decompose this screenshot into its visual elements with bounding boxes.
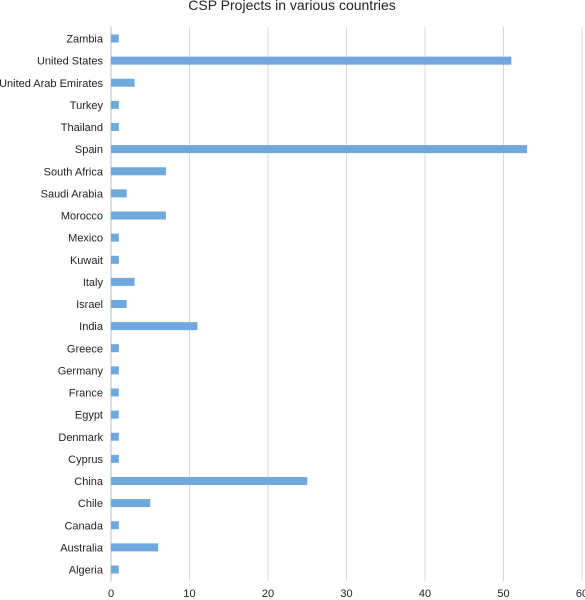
bar-algeria (111, 565, 119, 574)
category-label: Thailand (61, 122, 103, 134)
bar-kuwait (111, 255, 119, 264)
grid-layer (110, 27, 583, 581)
category-label: Greece (67, 343, 103, 355)
category-label: United States (37, 56, 104, 68)
bar-south-africa (111, 167, 166, 176)
x-tick-label: 0 (108, 588, 114, 600)
chart-title: CSP Projects in various countries (188, 0, 396, 13)
category-label: Israel (76, 299, 103, 311)
bar-mexico (111, 233, 119, 242)
category-label: United Arab Emirates (0, 78, 103, 90)
bar-saudi-arabia (111, 189, 127, 198)
bar-thailand (111, 123, 119, 131)
bar-china (111, 477, 308, 485)
category-label: Kuwait (70, 255, 103, 267)
bar-india (111, 322, 198, 331)
category-label: Egypt (75, 410, 103, 422)
x-tick-label: 30 (340, 588, 352, 600)
category-label: Morocco (61, 211, 103, 223)
category-label: Australia (60, 542, 104, 554)
bar-italy (111, 277, 135, 286)
x-tick-label: 20 (262, 588, 274, 600)
bar-united-arab-emirates (111, 78, 135, 87)
bar-denmark (111, 432, 119, 441)
bar-greece (111, 344, 119, 353)
bar-zambia (111, 34, 119, 43)
category-label: Canada (64, 520, 103, 532)
category-label: France (69, 388, 103, 400)
x-tick-label: 10 (183, 588, 195, 600)
bar-turkey (111, 100, 119, 109)
bar-france (111, 388, 119, 397)
x-tick-label: 40 (419, 588, 431, 600)
bar-cyprus (111, 454, 119, 463)
bar-united-states (111, 56, 512, 65)
bars-layer (111, 34, 528, 574)
category-label: Germany (58, 365, 104, 377)
bar-morocco (111, 211, 166, 220)
category-label: Chile (78, 498, 103, 510)
category-label: India (79, 321, 104, 333)
category-label: Spain (75, 144, 103, 156)
category-label: China (74, 476, 104, 488)
category-label: Italy (83, 277, 104, 289)
category-label: Cyprus (68, 454, 103, 466)
category-label: Zambia (66, 34, 104, 46)
category-label: Mexico (68, 233, 103, 245)
bar-germany (111, 366, 119, 375)
category-label: Saudi Arabia (41, 188, 104, 200)
bar-canada (111, 521, 119, 530)
category-label: South Africa (44, 166, 104, 178)
category-label: Denmark (58, 432, 103, 444)
bar-australia (111, 543, 159, 552)
category-label: Algeria (69, 565, 104, 577)
x-tick-label: 60 (576, 588, 585, 600)
category-labels: Zambia United States United Arab Emirates T… (0, 34, 104, 577)
x-tick-labels: 0 10 20 30 40 50 60 (108, 588, 585, 600)
bar-spain (111, 145, 528, 154)
category-label: Turkey (70, 100, 104, 112)
bar-israel (111, 300, 127, 308)
bar-egypt (111, 410, 119, 419)
x-tick-label: 50 (497, 588, 509, 600)
bar-chile (111, 499, 151, 508)
